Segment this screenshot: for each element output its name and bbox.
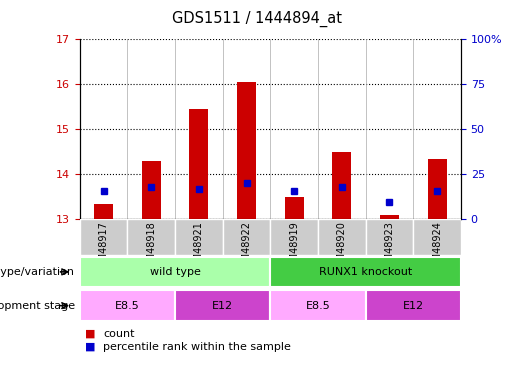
Bar [142,161,161,219]
Text: percentile rank within the sample: percentile rank within the sample [103,342,291,352]
Bar [270,256,461,287]
Text: GSM48923: GSM48923 [385,221,394,274]
Bar [366,219,413,255]
Text: wild type: wild type [150,267,200,277]
Bar [427,159,447,219]
Bar [366,290,461,321]
Bar [175,290,270,321]
Bar [80,219,128,255]
Text: GSM48922: GSM48922 [242,221,251,274]
Text: development stage: development stage [0,301,75,310]
Bar [222,219,270,255]
Bar [80,290,175,321]
Text: E12: E12 [403,301,424,310]
Bar [270,290,366,321]
Bar [237,82,256,219]
Bar [94,204,113,219]
Bar [332,152,351,219]
Text: GSM48921: GSM48921 [194,221,204,274]
Bar [285,197,304,219]
Text: E12: E12 [212,301,233,310]
Bar [270,219,318,255]
Bar [80,256,270,287]
Text: ■: ■ [85,329,95,339]
Text: GDS1511 / 1444894_at: GDS1511 / 1444894_at [173,11,342,27]
Text: GSM48920: GSM48920 [337,221,347,274]
Text: RUNX1 knockout: RUNX1 knockout [319,267,413,277]
Text: GSM48917: GSM48917 [99,221,109,274]
Bar [128,219,175,255]
Text: ■: ■ [85,342,95,352]
Text: genotype/variation: genotype/variation [0,267,75,277]
Text: count: count [103,329,134,339]
Bar [413,219,461,255]
Text: GSM48918: GSM48918 [146,221,156,274]
Text: GSM48919: GSM48919 [289,221,299,274]
Text: E8.5: E8.5 [305,301,331,310]
Text: GSM48924: GSM48924 [432,221,442,274]
Bar [380,215,399,219]
Bar [190,109,209,219]
Bar [318,219,366,255]
Text: E8.5: E8.5 [115,301,140,310]
Bar [175,219,222,255]
